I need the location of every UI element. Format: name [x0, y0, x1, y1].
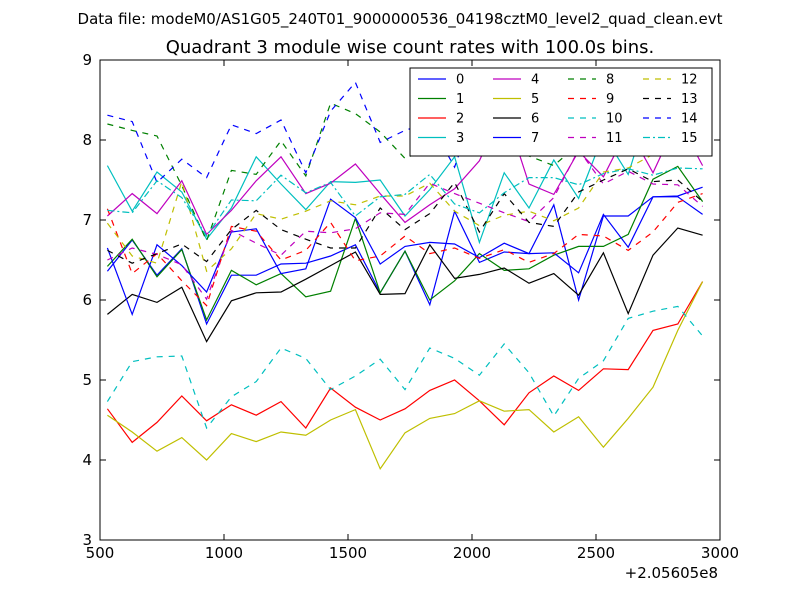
legend-label-12: 12	[681, 73, 698, 88]
y-tick-label: 8	[82, 131, 92, 149]
series-line-7	[106, 196, 703, 317]
legend-label-15: 15	[681, 131, 698, 146]
legend-label-9: 9	[606, 92, 614, 107]
chart-title: Quadrant 3 module wise count rates with …	[166, 37, 655, 58]
series-line-6	[107, 227, 703, 343]
legend-label-13: 13	[681, 92, 698, 107]
legend-label-1: 1	[456, 92, 464, 107]
legend-label-8: 8	[606, 73, 614, 88]
legend-box	[409, 67, 713, 157]
series-layer	[106, 75, 704, 471]
series-line-11	[107, 148, 703, 301]
x-tick-label: 1500	[329, 544, 367, 562]
series-line-5	[107, 281, 704, 471]
series-line-15	[107, 167, 703, 238]
x-tick-label: 1000	[205, 544, 243, 562]
y-tick-label: 7	[82, 211, 92, 229]
x-tick-label: 2000	[453, 544, 491, 562]
legend-label-3: 3	[456, 131, 464, 146]
x-tick-label: 2500	[577, 544, 615, 562]
series-line-2	[106, 281, 704, 444]
series-line-10	[106, 305, 704, 430]
legend-label-6: 6	[531, 112, 539, 127]
series-line-4	[106, 105, 704, 236]
series-line-12	[106, 100, 704, 273]
x-tick-label: 3000	[701, 544, 739, 562]
legend-label-5: 5	[531, 92, 539, 107]
suptitle: Data file: modeM0/AS1G05_240T01_90000005…	[78, 10, 723, 29]
y-tick-label: 6	[82, 291, 92, 309]
legend-label-11: 11	[606, 131, 623, 146]
y-tick-label: 9	[82, 51, 92, 69]
x-offset-label: +2.05605e8	[625, 564, 718, 582]
series-line-14	[107, 77, 703, 184]
series-line-0	[106, 186, 703, 326]
legend-label-10: 10	[606, 112, 623, 127]
series-line-9	[106, 193, 703, 307]
series-line-1	[106, 165, 704, 322]
legend-label-14: 14	[681, 112, 698, 127]
y-tick-label: 5	[82, 371, 92, 389]
legend-label-7: 7	[531, 131, 539, 146]
y-tick-label: 4	[82, 451, 92, 469]
y-tick-label: 3	[82, 531, 92, 549]
x-tick-label: 500	[86, 544, 115, 562]
legend-label-4: 4	[531, 73, 539, 88]
legend-label-0: 0	[456, 73, 464, 88]
axis-layer: 500 1000 1500 2000 2500 3000 3 4 5 6 7 8 9	[82, 51, 739, 562]
series-line-13	[107, 168, 703, 264]
legend-label-2: 2	[456, 112, 464, 127]
